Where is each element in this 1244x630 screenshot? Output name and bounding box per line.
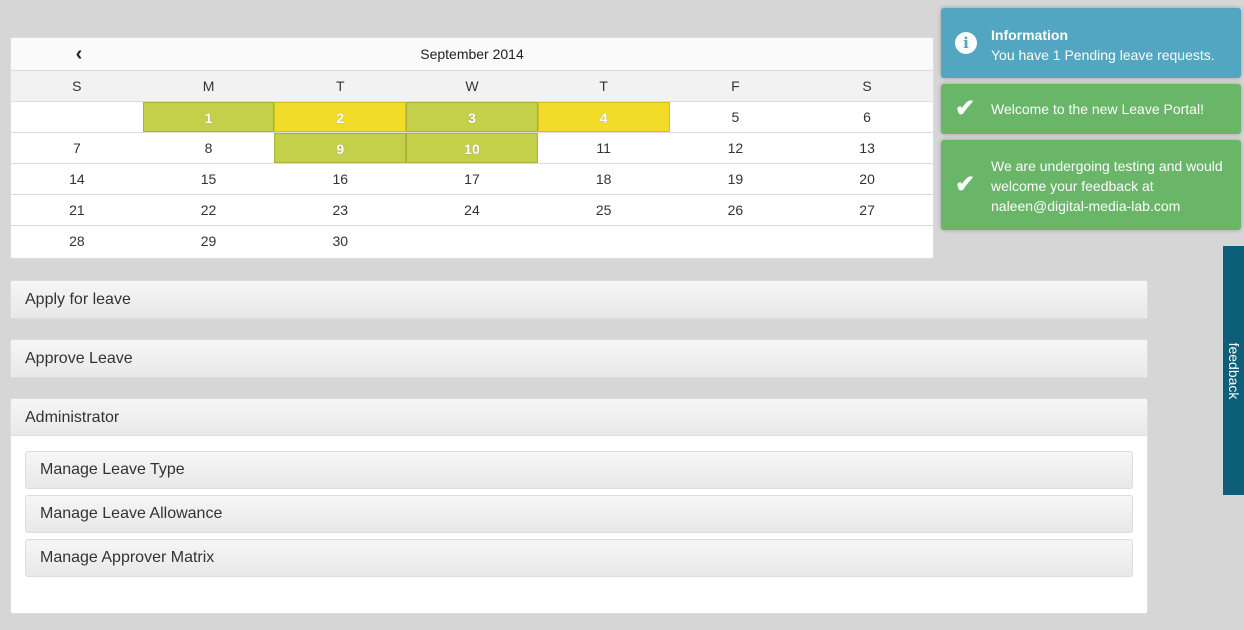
- calendar-empty-cell: [406, 226, 538, 257]
- toast-message: You have 1 Pending leave requests.: [991, 47, 1215, 63]
- administrator-panel: Administrator Manage Leave Type Manage L…: [10, 398, 1148, 614]
- manage-approver-matrix[interactable]: Manage Approver Matrix: [25, 539, 1133, 577]
- calendar-day[interactable]: 19: [727, 171, 744, 187]
- weekday-label: S: [862, 78, 872, 94]
- calendar-day[interactable]: 22: [200, 202, 217, 218]
- apply-leave-header[interactable]: Apply for leave: [11, 281, 1147, 318]
- calendar-empty-cell: [11, 102, 143, 132]
- calendar-header: ‹ September 2014: [11, 38, 933, 71]
- toast-message: Welcome to the new Leave Portal!: [991, 101, 1204, 117]
- calendar-day[interactable]: 20: [859, 171, 875, 187]
- welcome-toast[interactable]: ✔ Welcome to the new Leave Portal!: [941, 84, 1241, 134]
- calendar-day[interactable]: 28: [69, 233, 85, 249]
- calendar-day[interactable]: 10: [406, 133, 538, 163]
- chevron-left-icon[interactable]: ‹: [75, 43, 83, 65]
- check-icon: ✔: [955, 95, 976, 122]
- calendar-empty-cell: [538, 226, 670, 257]
- calendar-week: 28 29 30: [11, 226, 933, 257]
- feedback-tab[interactable]: feedback: [1223, 246, 1244, 495]
- calendar-week: 21 22 23 24 25 26 27: [11, 195, 933, 226]
- toast-message: We are undergoing testing and would welc…: [991, 158, 1223, 214]
- approve-leave-panel[interactable]: Approve Leave: [10, 339, 1148, 378]
- calendar-day[interactable]: 6: [863, 109, 871, 125]
- calendar-day[interactable]: 9: [274, 133, 407, 163]
- weekday-label: M: [202, 78, 215, 94]
- calendar-day[interactable]: 21: [69, 202, 85, 218]
- calendar-day[interactable]: 18: [595, 171, 612, 187]
- calendar-day[interactable]: 7: [72, 140, 81, 156]
- calendar-day[interactable]: 12: [727, 140, 744, 156]
- approve-leave-header[interactable]: Approve Leave: [11, 340, 1147, 377]
- weekday-label: T: [335, 78, 345, 94]
- manage-leave-allowance[interactable]: Manage Leave Allowance: [25, 495, 1133, 533]
- month-label: September 2014: [420, 46, 524, 62]
- calendar-day[interactable]: 17: [464, 171, 480, 187]
- apply-leave-panel[interactable]: Apply for leave: [10, 280, 1148, 319]
- calendar-day[interactable]: 25: [595, 202, 612, 218]
- calendar-day[interactable]: 23: [332, 202, 349, 218]
- calendar-week: 7 8 9 10 11 12 13: [11, 133, 933, 164]
- calendar-day[interactable]: 14: [69, 171, 85, 187]
- calendar-empty-cell: [670, 226, 802, 257]
- calendar-day[interactable]: 27: [859, 202, 875, 218]
- calendar-day[interactable]: 1: [142, 102, 275, 132]
- feedback-toast[interactable]: ✔ We are undergoing testing and would we…: [941, 140, 1241, 230]
- check-icon: ✔: [955, 171, 976, 198]
- calendar-day[interactable]: 13: [859, 140, 875, 156]
- calendar-day[interactable]: 5: [731, 109, 740, 125]
- manage-leave-type[interactable]: Manage Leave Type: [25, 451, 1133, 489]
- administrator-header[interactable]: Administrator: [11, 399, 1147, 436]
- calendar-day[interactable]: 26: [727, 202, 744, 218]
- calendar-day[interactable]: 29: [200, 233, 217, 249]
- calendar-day[interactable]: 4: [537, 102, 670, 132]
- feedback-label: feedback: [1225, 342, 1242, 399]
- weekday-label: T: [599, 78, 608, 94]
- calendar-day[interactable]: 30: [332, 233, 349, 249]
- info-icon: i: [955, 32, 977, 54]
- calendar-day[interactable]: 3: [406, 102, 538, 132]
- calendar-day[interactable]: 16: [332, 171, 349, 187]
- toast-title: Information: [991, 27, 1068, 43]
- calendar-day[interactable]: 15: [200, 171, 217, 187]
- calendar-empty-cell: [801, 226, 933, 257]
- calendar-day[interactable]: 11: [596, 140, 611, 156]
- info-toast[interactable]: i Information You have 1 Pending leave r…: [941, 8, 1241, 78]
- weekday-label: F: [731, 78, 740, 94]
- weekday-label: S: [72, 78, 82, 94]
- weekday-label: W: [465, 78, 479, 94]
- calendar-day[interactable]: 8: [204, 140, 213, 156]
- calendar-day[interactable]: 24: [464, 202, 480, 218]
- calendar-week: 14 15 16 17 18 19 20: [11, 164, 933, 195]
- calendar-day[interactable]: 2: [274, 102, 407, 132]
